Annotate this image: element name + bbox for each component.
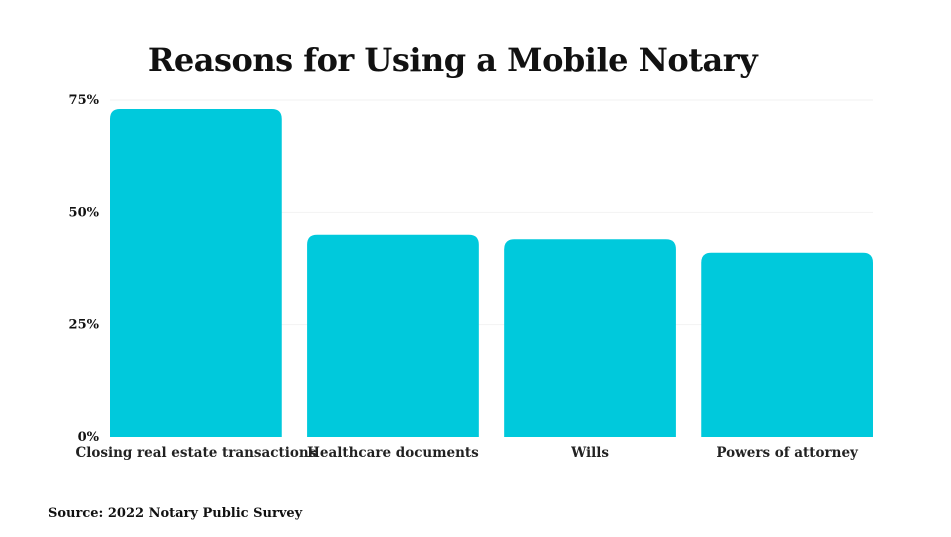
y-axis-ticks: 0% 25% 50% 75%: [69, 93, 100, 445]
x-category-label: Powers of attorney: [716, 445, 859, 461]
source-note: Source: 2022 Notary Public Survey: [48, 506, 303, 521]
y-tick-label: 25%: [69, 318, 100, 333]
chart-title: Reasons for Using a Mobile Notary: [147, 41, 758, 79]
x-category-label: Wills: [570, 445, 609, 461]
x-category-label: Closing real estate transactions: [75, 445, 316, 461]
bar: [701, 252, 873, 437]
bars: [110, 108, 873, 437]
x-category-label: Healthcare documents: [307, 445, 479, 461]
y-tick-label: 0%: [78, 430, 100, 445]
y-tick-label: 75%: [69, 93, 100, 108]
bar: [307, 234, 479, 437]
x-axis-labels: Closing real estate transactionsHealthca…: [75, 445, 859, 461]
y-tick-label: 50%: [69, 205, 100, 220]
bar: [110, 108, 282, 437]
bar: [504, 239, 676, 437]
